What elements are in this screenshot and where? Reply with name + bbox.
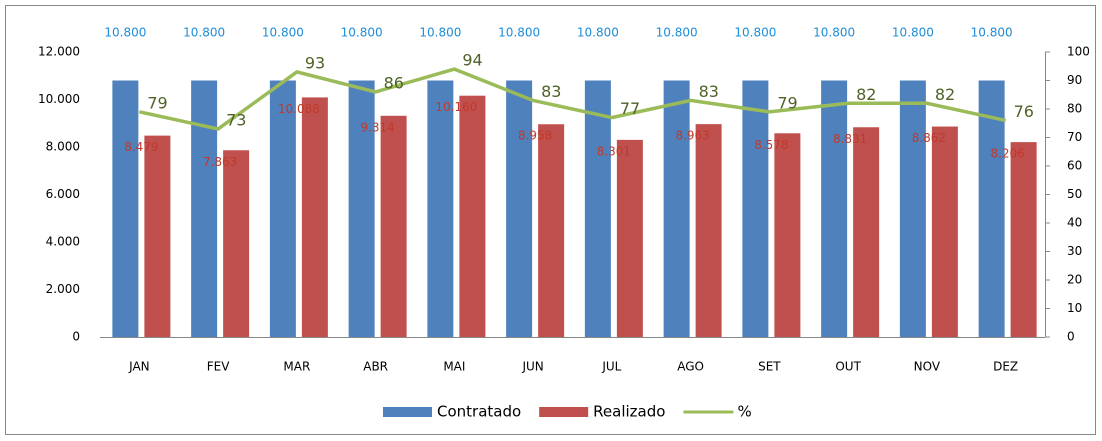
x-tick-label: FEV <box>207 360 230 374</box>
legend-label: % <box>737 403 751 421</box>
bar <box>144 135 171 337</box>
data-label: 9.314 <box>360 120 394 134</box>
y-tick-label: 0 <box>72 330 80 344</box>
data-label: 83 <box>699 82 719 101</box>
data-label: 10.800 <box>971 26 1013 40</box>
data-label: 77 <box>620 99 640 118</box>
legend-swatch <box>383 407 432 417</box>
y2-tick-label: 50 <box>1067 187 1082 201</box>
data-label: 82 <box>856 85 876 104</box>
bar <box>112 80 139 337</box>
y2-tick-label: 0 <box>1067 330 1075 344</box>
data-label: 10.800 <box>577 26 619 40</box>
x-tick-label: JUN <box>521 360 543 374</box>
data-label: 10.800 <box>734 26 776 40</box>
y-tick-label: 12.000 <box>38 45 80 59</box>
bar <box>821 80 848 337</box>
y-tick-label: 4.000 <box>46 235 80 249</box>
legend-label: Contratado <box>437 403 521 421</box>
y2-tick-label: 100 <box>1067 45 1090 59</box>
data-label: 8.206 <box>990 147 1024 161</box>
data-label: 8.301 <box>597 144 631 158</box>
data-label: 76 <box>1014 102 1034 121</box>
bar <box>269 80 296 337</box>
x-tick-label: DEZ <box>993 360 1018 374</box>
legend-label: Realizado <box>593 403 665 421</box>
bar <box>584 80 611 337</box>
data-label: 83 <box>541 82 561 101</box>
data-label: 10.800 <box>813 26 855 40</box>
data-label: 10.160 <box>435 100 477 114</box>
bar <box>191 80 218 337</box>
bar <box>853 127 880 337</box>
bar <box>1010 142 1037 337</box>
data-label: 10.800 <box>341 26 383 40</box>
bar <box>506 80 533 337</box>
bar <box>742 80 769 337</box>
bar <box>931 126 958 337</box>
y-tick-label: 10.000 <box>38 92 80 106</box>
data-label: 10.800 <box>892 26 934 40</box>
line <box>139 67 1007 131</box>
data-label: 7.863 <box>203 155 237 169</box>
data-label: 10.800 <box>656 26 698 40</box>
x-tick-label: SET <box>758 360 781 374</box>
x-tick-label: JAN <box>128 360 150 374</box>
bar <box>899 80 926 337</box>
y-tick-label: 8.000 <box>46 140 80 154</box>
data-label: 8.578 <box>754 138 788 152</box>
data-label: 10.800 <box>104 26 146 40</box>
x-tick-label: ABR <box>363 360 388 374</box>
data-label: 79 <box>147 93 167 112</box>
data-label: 86 <box>384 73 404 92</box>
bar <box>774 133 801 337</box>
data-label: 82 <box>935 85 955 104</box>
bar <box>695 124 722 337</box>
bar <box>427 80 454 337</box>
y2-tick-label: 90 <box>1067 73 1082 87</box>
bar <box>301 97 328 337</box>
y-tick-label: 2.000 <box>46 282 80 296</box>
bar <box>978 80 1005 337</box>
data-label: 94 <box>462 51 482 70</box>
y2-tick-label: 60 <box>1067 159 1082 173</box>
x-tick-label: AGO <box>677 360 704 374</box>
legend-swatch <box>539 407 589 417</box>
bar <box>223 150 250 337</box>
y2-tick-label: 30 <box>1067 244 1082 258</box>
bar <box>348 80 375 337</box>
data-label: 8.958 <box>518 129 552 143</box>
bar <box>459 95 486 337</box>
data-label: 10.800 <box>183 26 225 40</box>
x-tick-label: MAR <box>283 360 310 374</box>
data-label: 8.963 <box>675 129 709 143</box>
data-label: 10.800 <box>262 26 304 40</box>
x-tick-label: MAI <box>443 360 465 374</box>
bar <box>380 115 407 337</box>
y2-tick-label: 20 <box>1067 273 1082 287</box>
data-label: 8.479 <box>124 140 158 154</box>
data-label: 93 <box>305 53 325 72</box>
data-label: 8.831 <box>833 132 867 146</box>
x-tick-label: JUL <box>601 360 621 374</box>
x-tick-label: OUT <box>835 360 861 374</box>
y2-tick-label: 40 <box>1067 216 1082 230</box>
data-label: 8.862 <box>912 131 946 145</box>
data-label: 73 <box>226 110 246 129</box>
y2-tick-label: 80 <box>1067 102 1082 116</box>
bar <box>616 139 643 337</box>
data-label: 10.088 <box>278 102 320 116</box>
data-label: 10.800 <box>498 26 540 40</box>
bar <box>538 124 565 337</box>
y2-tick-label: 10 <box>1067 301 1082 315</box>
x-tick-label: NOV <box>914 360 941 374</box>
data-label: 10.800 <box>419 26 461 40</box>
y2-tick-label: 70 <box>1067 130 1082 144</box>
data-label: 79 <box>777 93 797 112</box>
y-tick-label: 6.000 <box>46 187 80 201</box>
bar <box>663 80 690 337</box>
